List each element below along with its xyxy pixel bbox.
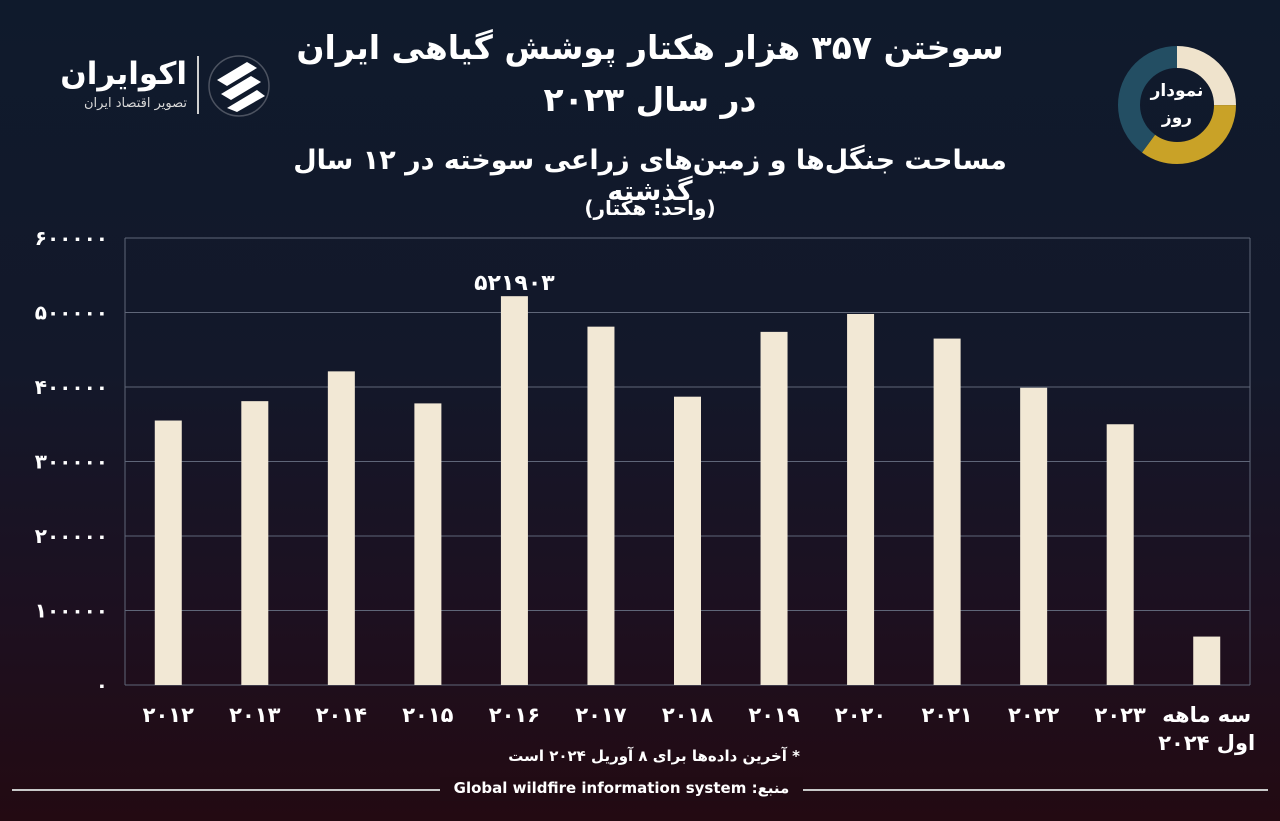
x-tick-label: ۲۰۱۹ xyxy=(748,703,799,727)
bar xyxy=(500,296,528,685)
x-tick-label: ۲۰۲۱ xyxy=(921,703,972,727)
bar xyxy=(933,338,961,685)
logo-tagline: تصویر اقتصاد ایران xyxy=(84,96,187,111)
y-tick-label: ۲۰۰۰۰۰ xyxy=(35,524,108,548)
page-title: سوختن ۳۵۷ هزار هکتار پوشش گیاهی ایران در… xyxy=(250,22,1050,126)
data-labels: ۵۲۱۹۰۳ xyxy=(474,271,555,296)
logo: اکوایران تصویر اقتصاد ایران xyxy=(55,52,275,122)
y-tick-label: ۳۰۰۰۰۰ xyxy=(35,450,108,474)
x-tick-label: ۲۰۲۳ xyxy=(1095,703,1146,727)
y-tick-label: ۴۰۰۰۰۰ xyxy=(35,375,108,399)
bar xyxy=(760,331,788,685)
y-tick-label: ۰ xyxy=(96,673,108,697)
logo-name: اکوایران xyxy=(60,56,187,92)
bar xyxy=(1020,387,1048,685)
data-label: ۵۲۱۹۰۳ xyxy=(474,271,555,296)
source-text: منبع: Global wildfire information system xyxy=(453,779,790,797)
x-tick-label: ۲۰۲۰ xyxy=(835,703,886,727)
x-axis-ticks: ۲۰۱۲ ۲۰۱۳ ۲۰۱۴ ۲۰۱۵ ۲۰۱۶ ۲۰۱۷ ۲۰۱۸ ۲۰۱۹ ۲۰۲۰ ۲۰۲۱… xyxy=(143,703,1256,755)
bar xyxy=(414,403,442,685)
y-tick-label: ۵۰۰۰۰۰ xyxy=(35,301,108,325)
bar-chart: ۰ ۱۰۰۰۰۰ ۲۰۰۰۰۰ ۳۰۰۰۰۰ ۴۰۰۰۰۰ ۵۰۰۰۰۰ ۶۰۰۰۰۰ ۵۲… xyxy=(35,226,1256,755)
bar xyxy=(1106,424,1134,685)
x-tick-label: ۲۰۱۷ xyxy=(575,703,626,727)
chart-unit: (واحد: هکتار) xyxy=(584,196,716,220)
logo-mark-icon xyxy=(208,55,270,117)
chart-of-the-day-badge-icon xyxy=(1118,46,1236,164)
x-tick-label: ۲۰۱۴ xyxy=(316,703,367,727)
bar xyxy=(587,326,615,685)
bars xyxy=(154,296,1221,685)
title-line-1: سوختن ۳۵۷ هزار هکتار پوشش گیاهی ایران xyxy=(296,28,1004,67)
x-tick-label-line-2: اول ۲۰۲۴ xyxy=(1158,731,1255,755)
x-tick-label: ۲۰۱۶ xyxy=(489,703,540,727)
x-tick-label: ۲۰۱۸ xyxy=(662,703,713,727)
y-axis-ticks: ۰ ۱۰۰۰۰۰ ۲۰۰۰۰۰ ۳۰۰۰۰۰ ۴۰۰۰۰۰ ۵۰۰۰۰۰ ۶۰۰۰۰۰ xyxy=(35,226,108,697)
y-tick-label: ۶۰۰۰۰۰ xyxy=(35,226,108,250)
bar xyxy=(241,401,269,685)
bar xyxy=(847,313,875,685)
x-tick-label: ۲۰۱۲ xyxy=(143,703,194,727)
x-tick-label: ۲۰۱۳ xyxy=(229,703,280,727)
x-tick-label: ۲۰۱۵ xyxy=(402,703,453,727)
footnote: * آخرین داده‌ها برای ۸ آوریل ۲۰۲۴ است xyxy=(508,747,800,765)
bar xyxy=(327,371,355,685)
chart-title: مساحت جنگل‌ها و زمین‌های زراعی سوخته در … xyxy=(293,145,1007,207)
y-tick-label: ۱۰۰۰۰۰ xyxy=(35,599,108,623)
bar xyxy=(1193,636,1221,685)
title-line-2: در سال ۲۰۲۳ xyxy=(543,80,757,119)
badge-line-2: روز xyxy=(1161,108,1193,128)
bar xyxy=(674,396,701,685)
logo-divider xyxy=(197,56,199,114)
x-tick-label: سه ماهه xyxy=(1162,703,1251,727)
x-tick-label: ۲۰۲۲ xyxy=(1008,703,1059,727)
source-background xyxy=(440,777,803,801)
bar xyxy=(154,420,182,685)
badge-label: نمودار روز xyxy=(1116,78,1238,132)
badge-line-1: نمودار xyxy=(1150,81,1204,101)
